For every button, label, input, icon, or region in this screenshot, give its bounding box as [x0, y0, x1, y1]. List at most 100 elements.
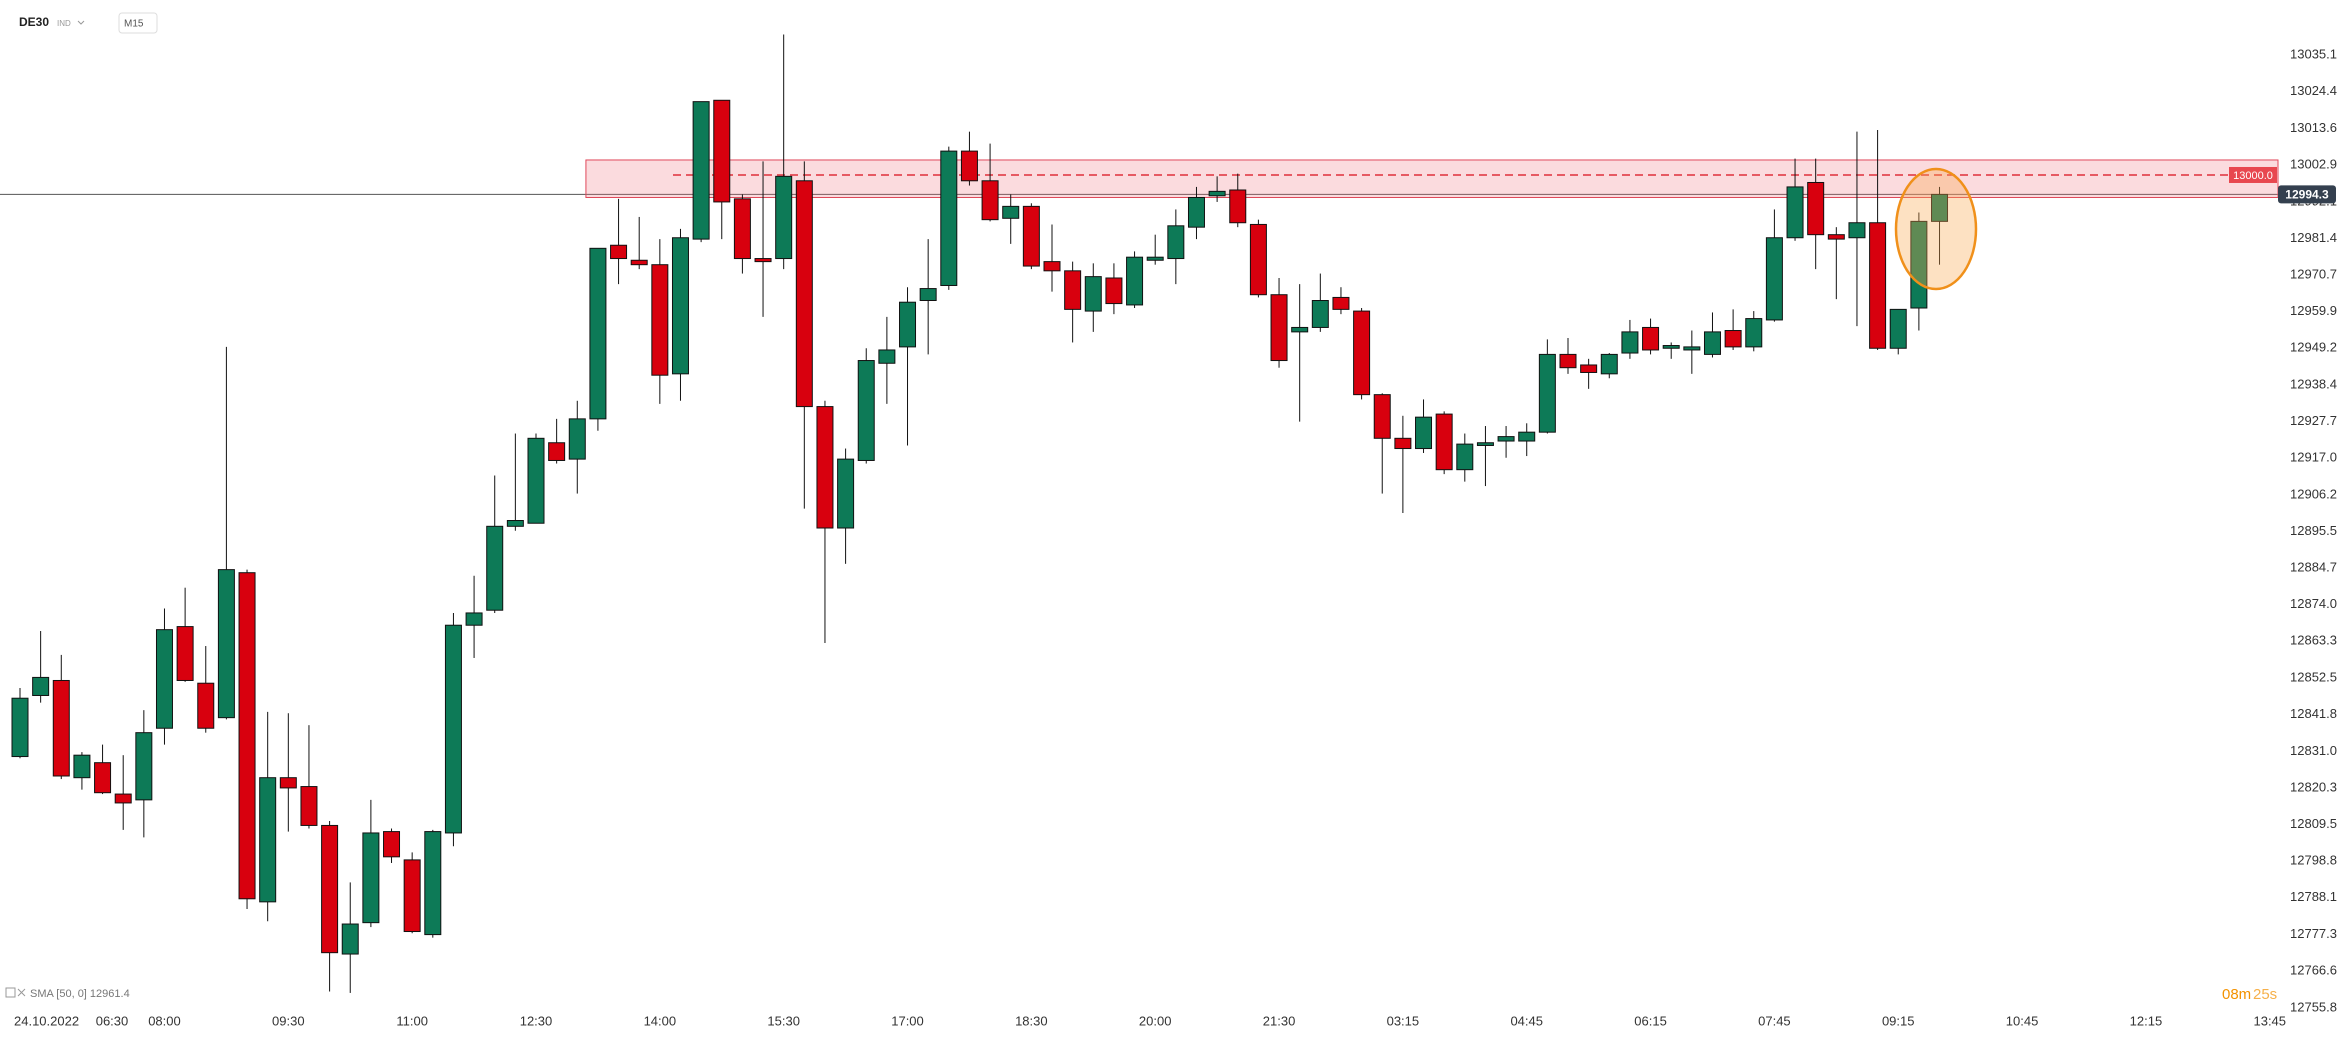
candle-body: [32, 676, 50, 696]
x-tick-label: 11:00: [396, 1013, 428, 1028]
candle-body: [1126, 256, 1144, 306]
candle-body: [444, 624, 462, 834]
candle-body: [1538, 353, 1556, 433]
candle-body: [321, 824, 339, 954]
y-tick-label: 12820.3: [2290, 779, 2337, 794]
highlight-ellipse: [1894, 167, 1978, 291]
candle-body: [1146, 256, 1164, 261]
y-tick-label: 12938.4: [2290, 377, 2337, 392]
candle-body: [73, 754, 91, 779]
indicator-label: SMA [50, 0] 12961.4: [30, 988, 130, 1000]
candle-body: [1415, 416, 1433, 450]
candle-body: [1373, 394, 1391, 439]
candle-body: [1291, 326, 1309, 333]
candle-body: [1889, 308, 1907, 349]
x-tick-label: 20:00: [1139, 1013, 1172, 1028]
candle-body: [960, 150, 978, 182]
candle-body: [1394, 437, 1412, 450]
candle-body: [1600, 353, 1618, 375]
candle-body: [1703, 331, 1721, 355]
y-tick-label: 12959.9: [2290, 303, 2337, 318]
x-tick-label: 07:45: [1758, 1013, 1791, 1028]
candle-body: [197, 682, 215, 729]
y-tick-label: 13002.9: [2290, 157, 2337, 172]
zone-layer: [0, 159, 2279, 198]
candle-body: [1476, 442, 1494, 446]
candle-body: [1229, 189, 1247, 224]
y-tick-label: 12917.0: [2290, 450, 2337, 465]
indicator-icon[interactable]: [5, 987, 16, 998]
y-tick-label: 12884.7: [2290, 560, 2337, 575]
candle-body: [362, 832, 380, 924]
y-tick-label: 12788.1: [2290, 889, 2337, 904]
candle-body: [1497, 436, 1515, 442]
y-tick-label: 12852.5: [2290, 670, 2337, 685]
x-tick-label: 06:30: [96, 1013, 129, 1028]
candle-body: [1786, 186, 1804, 239]
y-tick-label: 12831.0: [2290, 743, 2337, 758]
overlay: 12755.8 12766.6 12777.3 12788.1 12798.8 12809…: [96, 47, 2337, 1029]
candle-body: [568, 418, 586, 460]
candle-body: [114, 793, 132, 804]
candle-body: [857, 360, 875, 461]
date-label: 24.10.2022: [14, 1013, 79, 1028]
timer-minutes: 08m: [2222, 986, 2251, 1003]
candle-body: [1745, 318, 1763, 348]
candle-body: [1187, 196, 1205, 228]
candle-body: [1435, 413, 1453, 471]
timer-seconds: 25s: [2253, 986, 2277, 1003]
interval[interactable]: M15: [124, 19, 144, 30]
candle-body: [11, 697, 29, 758]
candle-body: [1084, 276, 1102, 312]
candle-body: [1311, 300, 1329, 328]
y-tick-label: 12841.8: [2290, 706, 2337, 721]
resistance-zone: [585, 159, 2279, 198]
candle-body: [775, 175, 793, 260]
candle-body: [1208, 190, 1226, 197]
price-label-box: [2278, 185, 2336, 204]
symbol: DE30: [19, 15, 49, 29]
y-tick-label: 12927.7: [2290, 413, 2337, 428]
y-tick-label: 12798.8: [2290, 853, 2337, 868]
candle-body: [1559, 353, 1577, 369]
candle-body: [1043, 261, 1061, 272]
candle-body: [940, 150, 958, 286]
candle-body: [279, 777, 297, 789]
candle-body: [1105, 277, 1123, 305]
x-tick-label: 09:15: [1882, 1013, 1915, 1028]
candle-body: [651, 264, 669, 376]
candle-body: [383, 831, 401, 858]
y-tick-label: 12766.6: [2290, 963, 2337, 978]
y-tick-label: 12970.7: [2290, 266, 2337, 281]
x-tick-label: 08:00: [148, 1013, 181, 1028]
candle-body: [630, 259, 648, 266]
candle-body: [981, 180, 999, 221]
x-tick-label: 12:15: [2130, 1013, 2163, 1028]
candle-body: [1724, 330, 1742, 348]
y-tick-label: 12777.3: [2290, 926, 2337, 941]
x-tick-label: 06:15: [1634, 1013, 1667, 1028]
candle-body: [754, 258, 772, 263]
candle-body: [1683, 346, 1701, 351]
candle-body: [238, 572, 256, 900]
candle-body: [1353, 310, 1371, 396]
candle-body: [1621, 331, 1639, 354]
candle-body: [671, 237, 689, 375]
candle-body: [94, 762, 112, 794]
y-tick-label: 12906.2: [2290, 486, 2337, 501]
indicator-close[interactable]: [17, 988, 26, 997]
y-tick-label: 13035.1: [2290, 47, 2337, 62]
x-tick-label: 21:30: [1263, 1013, 1296, 1028]
price-label: 12994.3: [2285, 188, 2329, 202]
x-tick-label: 17:00: [891, 1013, 924, 1028]
candle-body: [486, 525, 504, 611]
candle-body: [403, 859, 421, 933]
x-tick-label: 09:30: [272, 1013, 305, 1028]
x-tick-label: 15:30: [767, 1013, 800, 1028]
y-tick-label: 12981.4: [2290, 230, 2337, 245]
y-tick-label: 12863.3: [2290, 633, 2337, 648]
interval-box[interactable]: [118, 12, 158, 34]
x-tick-label: 10:45: [2006, 1013, 2039, 1028]
candle-body: [1642, 326, 1660, 351]
